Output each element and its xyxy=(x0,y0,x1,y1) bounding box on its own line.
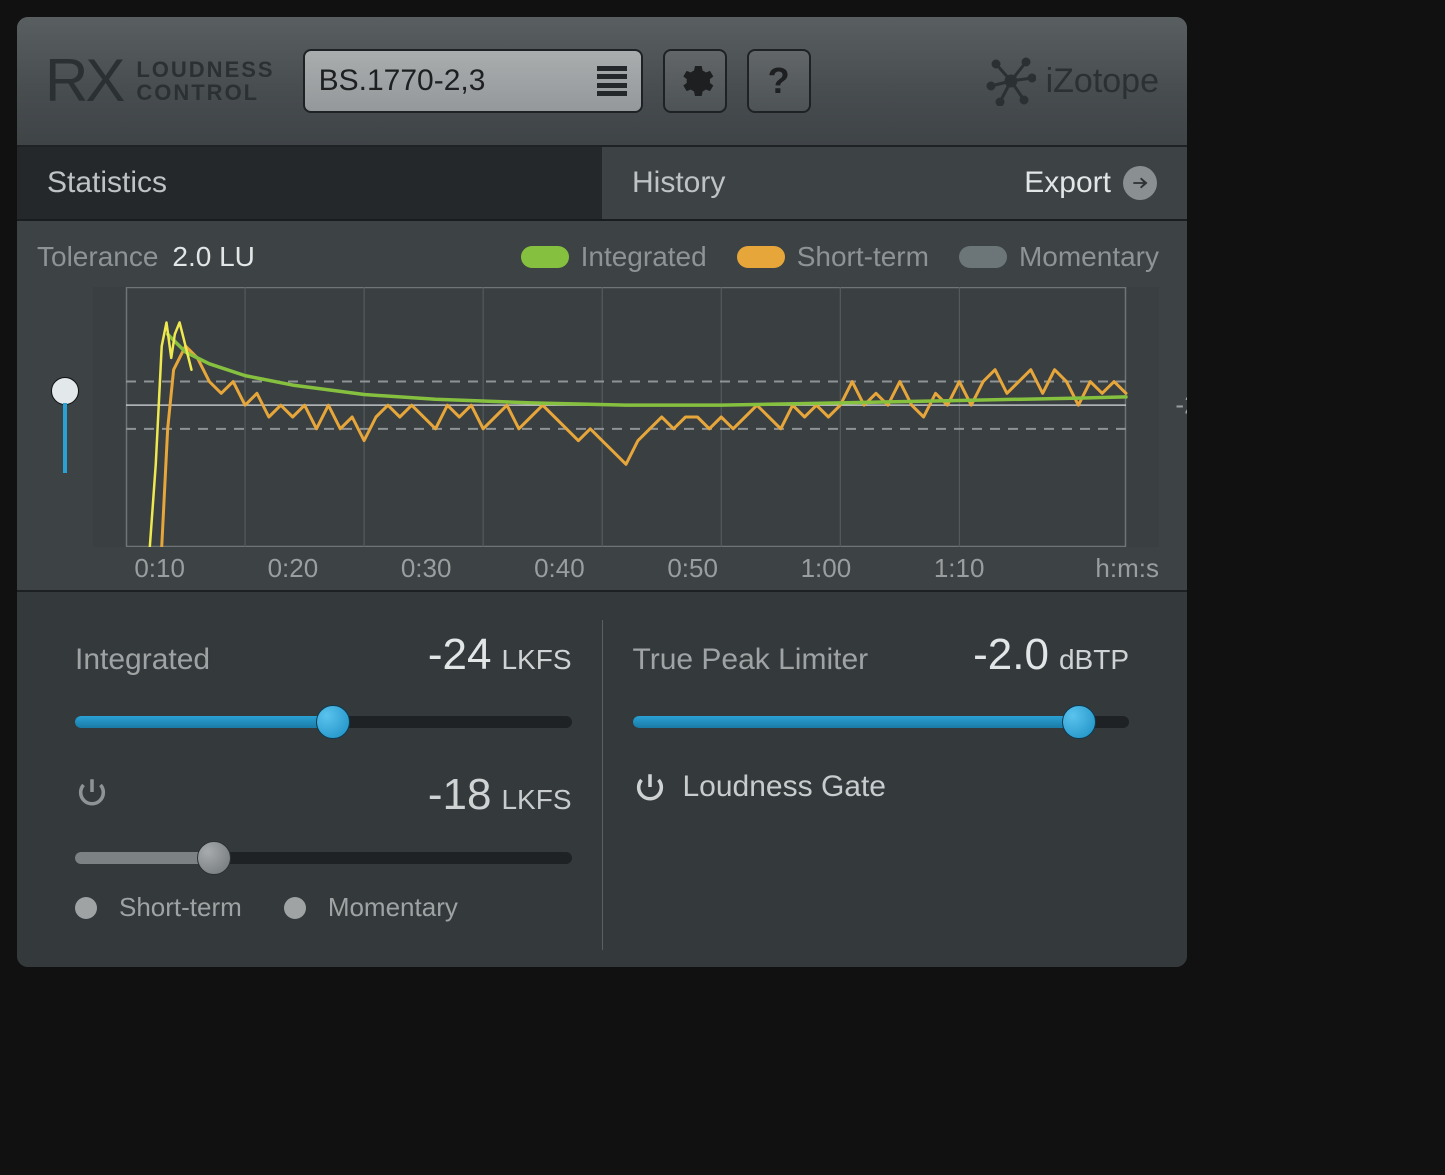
integrated-label: Integrated xyxy=(75,643,210,677)
x-axis-ticks: 0:100:200:300:400:501:001:10h:m:s xyxy=(37,553,1159,584)
integrated-unit: LKFS xyxy=(501,644,571,676)
legend-pill-momentary xyxy=(959,246,1007,268)
truepeak-label: True Peak Limiter xyxy=(633,643,869,677)
settings-button[interactable] xyxy=(663,49,727,113)
chart-panel: Tolerance 2.0 LU Integrated Short-term M… xyxy=(17,221,1187,590)
tolerance-track xyxy=(63,403,67,473)
radio-momentary[interactable] xyxy=(284,897,306,919)
integrated-slider[interactable] xyxy=(75,702,572,742)
export-label: Export xyxy=(1024,166,1111,200)
legend-pill-short-term xyxy=(737,246,785,268)
tolerance-value: 2.0 LU xyxy=(172,241,255,273)
tolerance-knob[interactable] xyxy=(51,377,79,405)
brand-text: iZotope xyxy=(1046,62,1159,101)
export-button[interactable]: Export xyxy=(1024,166,1157,200)
radio-short-term[interactable] xyxy=(75,897,97,919)
logo-line2: CONTROL xyxy=(136,81,274,104)
tolerance-label: Tolerance xyxy=(37,241,158,273)
logo-rx-text: RX xyxy=(45,51,122,111)
legend-row: Tolerance 2.0 LU Integrated Short-term M… xyxy=(37,241,1159,273)
plugin-window: RX LOUDNESS CONTROL BS.1770-2,3 ? xyxy=(12,12,1192,972)
question-icon: ? xyxy=(768,60,790,102)
truepeak-slider[interactable] xyxy=(633,702,1130,742)
legend-integrated: Integrated xyxy=(581,241,707,273)
logo-line1: LOUDNESS xyxy=(136,58,274,81)
tab-history[interactable]: History Export xyxy=(602,147,1187,219)
tab-statistics-label: Statistics xyxy=(47,166,167,200)
legend-short-term: Short-term xyxy=(797,241,929,273)
left-column: Integrated -24 LKFS -18 LKFS Short-term xyxy=(45,620,602,950)
loudness-chart xyxy=(93,287,1159,547)
controls: Integrated -24 LKFS -18 LKFS Short-term xyxy=(17,590,1187,970)
truepeak-unit: dBTP xyxy=(1059,644,1129,676)
preset-selector[interactable]: BS.1770-2,3 xyxy=(303,49,643,113)
product-logo: RX LOUDNESS CONTROL xyxy=(45,51,275,111)
legend-momentary: Momentary xyxy=(1019,241,1159,273)
right-column: True Peak Limiter -2.0 dBTP Loudness Gat… xyxy=(603,620,1160,950)
secondary-slider[interactable] xyxy=(75,838,572,878)
secondary-value[interactable]: -18 xyxy=(428,770,492,820)
power-icon[interactable] xyxy=(75,775,109,809)
preset-name: BS.1770-2,3 xyxy=(319,64,486,98)
radio-short-term-label: Short-term xyxy=(119,892,242,923)
export-arrow-icon xyxy=(1123,166,1157,200)
brand-logo: iZotope xyxy=(986,56,1159,106)
tabs: Statistics History Export xyxy=(17,147,1187,221)
gear-icon xyxy=(675,61,715,101)
tab-statistics[interactable]: Statistics xyxy=(17,147,602,219)
gate-power-icon[interactable] xyxy=(633,770,667,804)
help-button[interactable]: ? xyxy=(747,49,811,113)
legend-pill-integrated xyxy=(521,246,569,268)
izotope-icon xyxy=(986,56,1036,106)
tab-history-label: History xyxy=(632,166,725,200)
tolerance-slider[interactable] xyxy=(37,287,93,547)
gate-label: Loudness Gate xyxy=(683,770,886,804)
y-axis-label: -25 xyxy=(1175,390,1192,421)
header: RX LOUDNESS CONTROL BS.1770-2,3 ? xyxy=(17,17,1187,147)
secondary-unit: LKFS xyxy=(501,784,571,816)
integrated-value[interactable]: -24 xyxy=(428,630,492,680)
truepeak-value[interactable]: -2.0 xyxy=(973,630,1049,680)
menu-icon xyxy=(597,66,627,96)
radio-momentary-label: Momentary xyxy=(328,892,458,923)
